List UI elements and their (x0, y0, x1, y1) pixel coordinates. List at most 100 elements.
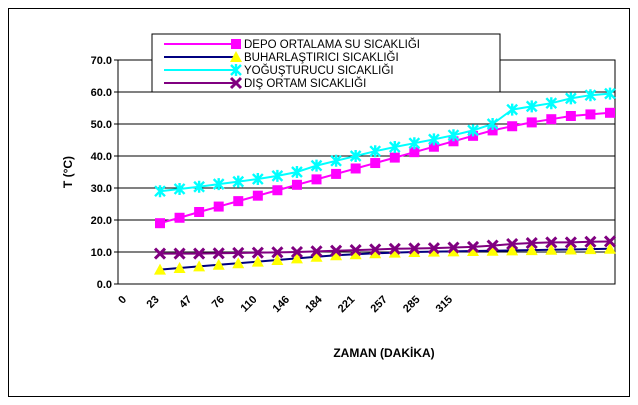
data-point (229, 76, 243, 90)
data-point (486, 118, 499, 130)
data-point (349, 150, 362, 162)
data-point (565, 92, 577, 105)
data-point (428, 133, 440, 146)
data-point (506, 244, 519, 256)
y-tick-label: 20.0 (91, 215, 112, 227)
data-point (605, 107, 615, 118)
legend-label: DIŞ ORTAM SICAKLIĞI (244, 77, 366, 90)
data-point (467, 124, 479, 137)
data-point (564, 243, 577, 255)
series-4 (153, 235, 617, 260)
data-point (388, 141, 401, 154)
data-point (310, 159, 323, 172)
data-point (487, 125, 498, 136)
data-point (447, 241, 460, 254)
data-point (389, 152, 400, 163)
legend-entry-2: BUHARLAŞTIRICI SICAKLIĞI (164, 51, 399, 64)
data-point (545, 236, 558, 249)
data-point (506, 237, 519, 251)
data-point (486, 239, 499, 252)
data-point (331, 168, 342, 179)
series-line (160, 240, 611, 255)
data-point (546, 114, 557, 125)
y-tick-label: 60.0 (91, 87, 112, 99)
data-point (251, 246, 264, 259)
data-point (467, 245, 480, 257)
data-point (370, 158, 381, 169)
data-point (230, 51, 242, 62)
data-point (212, 247, 225, 260)
series-3 (154, 87, 616, 198)
data-point (174, 212, 185, 223)
y-tick-label: 30.0 (91, 183, 112, 195)
x-tick-label: 285 (401, 294, 422, 315)
data-point (155, 218, 165, 229)
x-tick-label: 146 (271, 294, 292, 315)
data-point (330, 249, 343, 261)
data-point (388, 242, 401, 255)
data-point (252, 190, 263, 201)
data-point (428, 141, 439, 152)
data-point (193, 180, 205, 193)
x-tick-label: 0 (116, 294, 129, 307)
data-point (290, 245, 304, 259)
data-point (409, 147, 420, 158)
data-point (526, 117, 537, 128)
data-point (349, 248, 362, 260)
data-point (233, 196, 244, 207)
data-point (173, 262, 186, 273)
data-point (565, 111, 576, 121)
x-tick-label: 221 (336, 294, 357, 315)
data-point (231, 39, 241, 49)
data-point (272, 185, 283, 196)
data-point (154, 185, 166, 198)
data-point (193, 260, 206, 272)
data-point (388, 246, 401, 258)
data-point (291, 179, 302, 190)
data-point (486, 244, 499, 256)
x-tick-label: 47 (177, 294, 194, 311)
data-point (311, 174, 322, 185)
data-point (251, 255, 264, 267)
data-point (585, 109, 596, 120)
x-axis-label: ZAMAN (DAKİKA) (333, 345, 434, 360)
data-point (525, 244, 538, 256)
data-point (212, 258, 225, 270)
data-point (369, 247, 382, 259)
legend-entry-4: DIŞ ORTAM SICAKLIĞI (164, 76, 366, 90)
x-tick-label: 315 (434, 294, 455, 315)
data-point (525, 100, 538, 113)
series-2 (154, 242, 616, 275)
series-layer (153, 87, 617, 275)
y-tick-label: 10.0 (91, 247, 112, 259)
y-tick-label: 50.0 (91, 119, 112, 131)
x-tick-label: 110 (238, 294, 259, 315)
data-point (448, 136, 459, 147)
legend-label: YOĞUŞTURUCU SICAKLIĞI (244, 64, 394, 77)
data-point (350, 163, 361, 174)
data-point (427, 242, 440, 255)
data-point (193, 247, 206, 260)
data-point (408, 242, 421, 255)
data-point (173, 182, 186, 195)
data-point (507, 121, 518, 132)
data-point (232, 246, 245, 260)
data-point (604, 87, 616, 100)
x-tick-label: 184 (303, 293, 325, 315)
data-point (545, 243, 558, 255)
legend: DEPO ORTALAMA SU SICAKLIĞIBUHARLAŞTIRICI… (151, 33, 501, 93)
data-point (584, 243, 597, 255)
data-point (291, 166, 303, 178)
x-tick-labels: 0 23 47 76 110 146 184 221 257 285 315 (116, 293, 455, 315)
data-point (310, 245, 323, 258)
data-point (408, 246, 421, 257)
series-line (159, 92, 611, 193)
data-point (271, 254, 284, 265)
data-point (545, 97, 558, 110)
legend-label: BUHARLAŞTIRICI SICAKLIĞI (244, 51, 399, 64)
data-point (213, 201, 224, 212)
data-point (584, 89, 597, 102)
data-point (603, 235, 617, 248)
data-point (447, 245, 460, 257)
data-point (271, 169, 284, 182)
